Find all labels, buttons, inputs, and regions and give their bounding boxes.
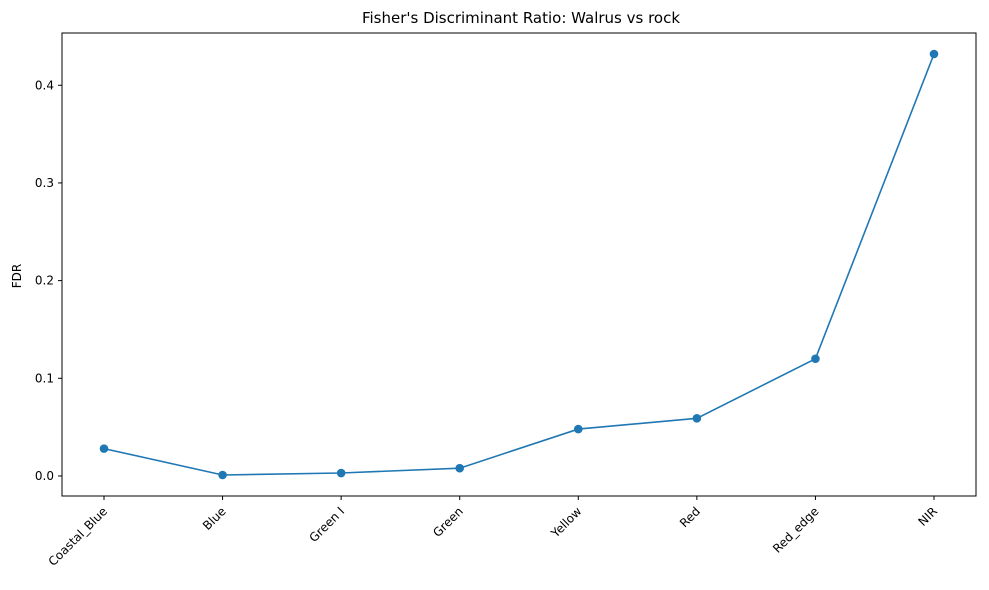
data-point [573, 424, 583, 434]
chart-title: Fisher's Discriminant Ratio: Walrus vs r… [362, 9, 680, 27]
data-point [692, 414, 702, 423]
y-tick-label: 0.4 [35, 78, 54, 92]
data-point [929, 49, 939, 59]
data-point [811, 354, 820, 364]
y-tick-label: 0.0 [35, 469, 54, 483]
y-tick-label: 0.2 [35, 274, 54, 288]
y-axis-label: FDR [10, 264, 24, 288]
y-tick-label: 0.1 [35, 371, 54, 385]
y-tick-label: 0.3 [35, 176, 54, 190]
data-point [455, 463, 465, 473]
plot-frame [61, 32, 977, 497]
data-point [99, 444, 109, 453]
data-point [336, 468, 346, 478]
data-point [218, 470, 227, 480]
series-line [103, 53, 935, 476]
